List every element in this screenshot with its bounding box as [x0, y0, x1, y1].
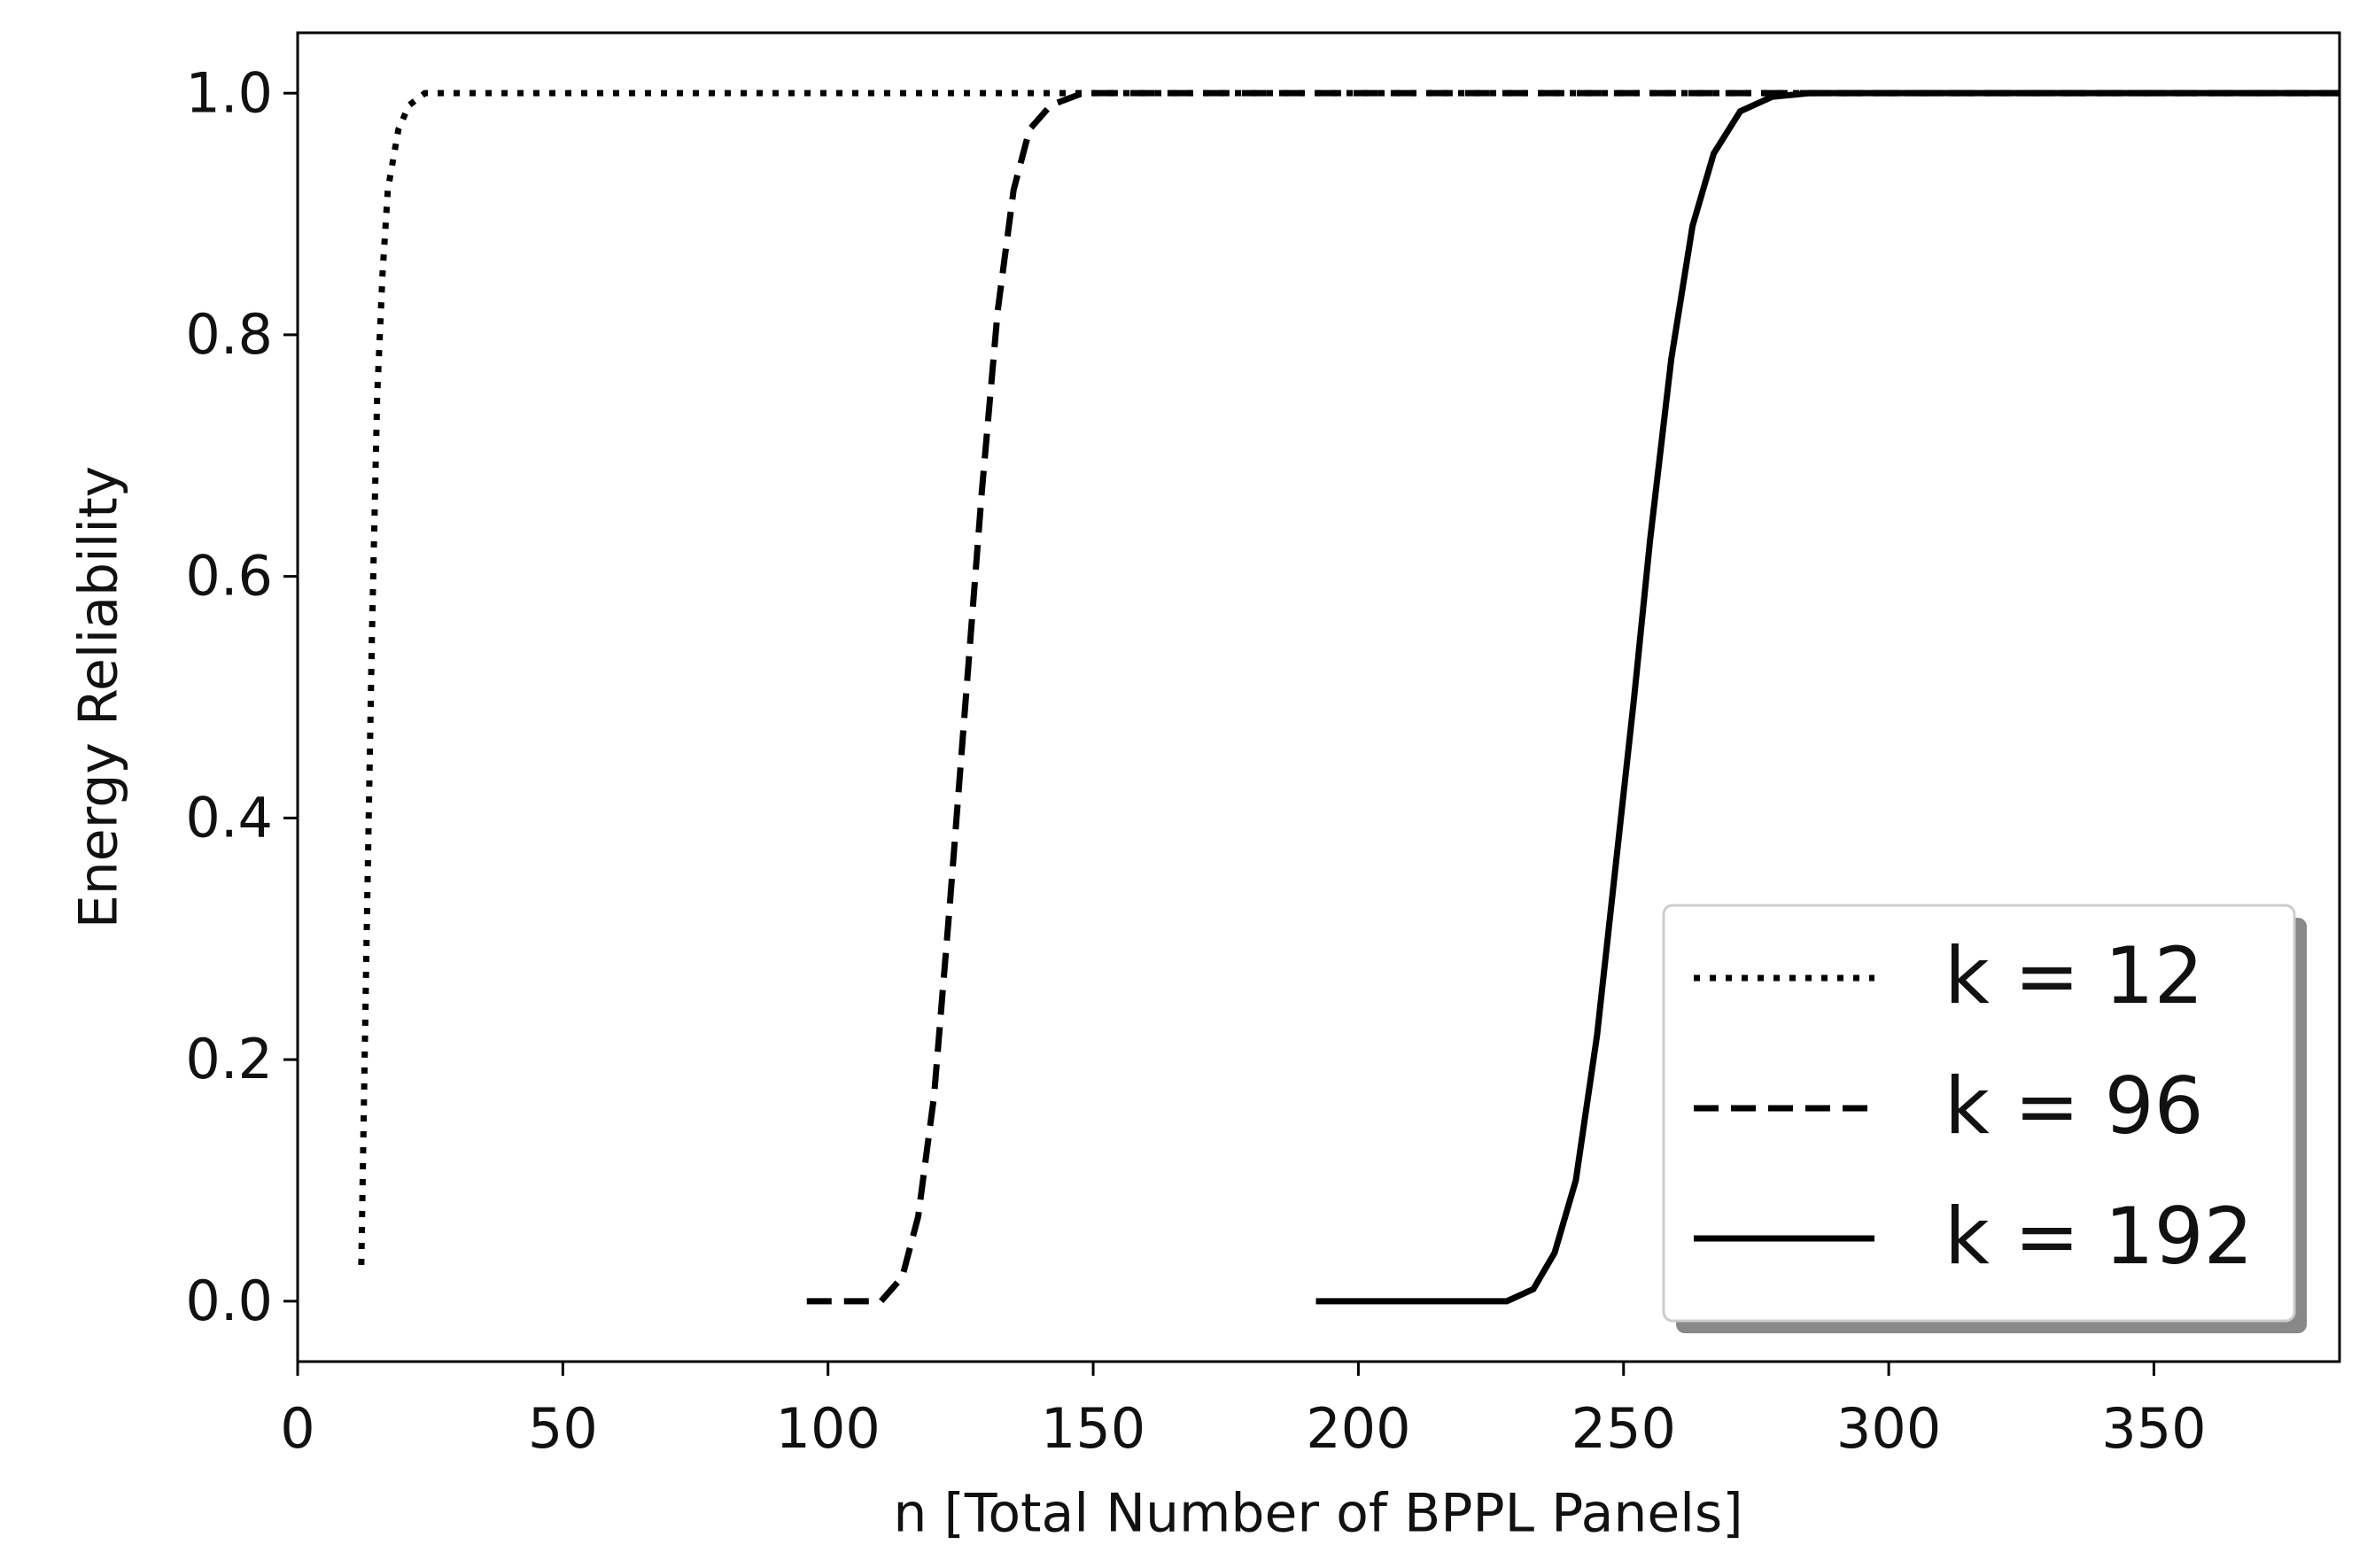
y-tick-label: 0.4	[185, 785, 273, 850]
y-tick-label: 1.0	[185, 60, 273, 125]
line-series	[806, 89, 2340, 1305]
legend	[1662, 904, 2296, 1323]
x-tick-label: 350	[2101, 1396, 2206, 1461]
x-tick-label: 150	[1041, 1396, 1145, 1461]
x-tick-label: 100	[776, 1396, 881, 1461]
y-axis-label: Energy Reliability	[68, 466, 130, 928]
x-tick-label: 200	[1306, 1396, 1410, 1461]
plot-frame	[296, 31, 2341, 1363]
y-tick-label: 0.0	[185, 1269, 273, 1333]
line-series	[1315, 89, 2340, 1305]
y-tick-label: 0.6	[185, 544, 273, 609]
legend-label: k = 96	[1944, 1060, 2204, 1152]
y-tick-label: 0.2	[185, 1027, 273, 1091]
legend-label: k = 12	[1944, 930, 2204, 1021]
x-axis-label: n [Total Number of BPPL Panels]	[893, 1483, 1742, 1545]
x-tick-label: 50	[528, 1396, 598, 1461]
x-tick-label: 300	[1836, 1396, 1941, 1461]
x-tick-label: 250	[1572, 1396, 1676, 1461]
y-tick-label: 0.8	[185, 302, 273, 367]
legend-label: k = 192	[1944, 1191, 2254, 1282]
x-tick-label: 0	[280, 1396, 314, 1461]
